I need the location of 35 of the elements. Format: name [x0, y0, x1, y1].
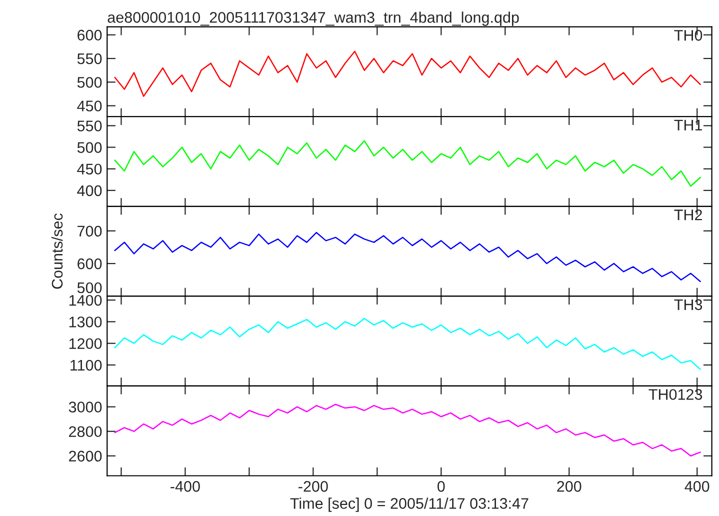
text: TH0 [674, 30, 702, 41]
text: TH2 [674, 209, 702, 220]
y-tick-label: 1300 [69, 316, 102, 328]
y-tick-label: 2800 [69, 426, 102, 438]
y-tick-label: 450 [77, 164, 102, 175]
text: TH3 [674, 299, 702, 310]
y-tick-label: 1400 [69, 294, 102, 306]
x-tick-label: 200 [557, 481, 582, 492]
x-tick-label: -200 [298, 481, 328, 492]
y-tick-label: 1100 [70, 360, 102, 371]
line-series [114, 404, 701, 457]
x-axis-title: Time [sec] 0 = 2005/11/17 03:13:47 [290, 498, 528, 512]
y-tick-label: 500 [77, 282, 102, 294]
y-tick-label: 700 [78, 226, 102, 237]
x-tick-label: -400 [170, 481, 200, 492]
y-axis-title: Counts/sec [51, 213, 63, 289]
y-tick-label: 550 [77, 120, 102, 132]
chart-title: ae800001010_20051117031347_wam3_trn_4band_long.qdp [108, 12, 519, 26]
line-series [114, 318, 701, 370]
y-tick-label: 600 [78, 30, 102, 41]
text: TH1 [674, 120, 702, 130]
y-tick-label: 450 [77, 100, 102, 112]
y-tick-label: 600 [78, 258, 102, 270]
y-tick-label: 550 [77, 53, 102, 64]
y-tick-label: 3000 [68, 402, 102, 413]
y-tick-label: 2600 [69, 450, 102, 462]
x-tick-label: 400 [684, 481, 710, 492]
y-tick-label: 500 [77, 76, 102, 88]
x-tick-label: 0 [437, 481, 445, 492]
text: TH0123 [648, 389, 702, 400]
line-series [114, 140, 701, 187]
y-tick-label: 1200 [69, 338, 102, 350]
y-tick-label: 500 [77, 142, 102, 153]
y-tick-label: 400 [77, 185, 102, 196]
line-series [114, 50, 701, 97]
